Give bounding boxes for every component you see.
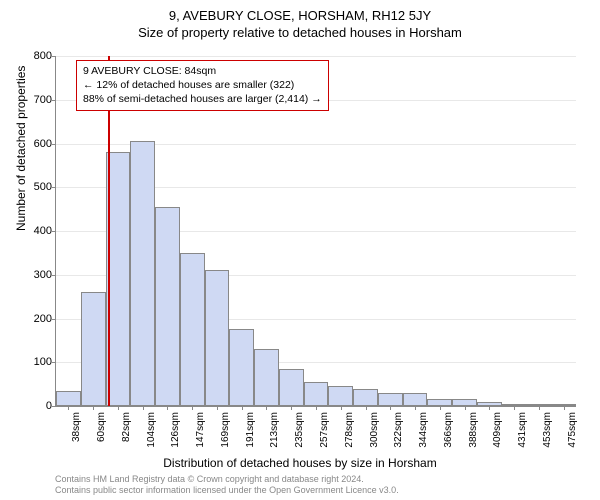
histogram-bar [254, 349, 279, 406]
info-box-line: 88% of semi-detached houses are larger (… [83, 92, 322, 106]
histogram-bar [205, 270, 230, 406]
xtick-mark [143, 406, 144, 410]
ytick-mark [52, 56, 56, 57]
xtick-label: 82sqm [121, 412, 132, 442]
xtick-mark [68, 406, 69, 410]
xtick-label: 104sqm [146, 412, 157, 448]
footer-line: Contains public sector information licen… [55, 485, 399, 496]
histogram-bar [81, 292, 106, 406]
histogram-bar [130, 141, 155, 406]
chart-subtitle: Size of property relative to detached ho… [0, 23, 600, 40]
xtick-mark [242, 406, 243, 410]
xtick-mark [514, 406, 515, 410]
xtick-label: 38sqm [71, 412, 82, 442]
ytick-mark [52, 187, 56, 188]
ytick-label: 0 [26, 400, 52, 412]
xtick-mark [440, 406, 441, 410]
xtick-label: 344sqm [418, 412, 429, 448]
xtick-label: 126sqm [170, 412, 181, 448]
ytick-label: 500 [26, 181, 52, 193]
ytick-mark [52, 406, 56, 407]
chart-title: 9, AVEBURY CLOSE, HORSHAM, RH12 5JY [0, 0, 600, 23]
histogram-bar [229, 329, 254, 406]
ytick-label: 200 [26, 313, 52, 325]
xtick-label: 191sqm [245, 412, 256, 448]
xtick-mark [465, 406, 466, 410]
info-box-line: 9 AVEBURY CLOSE: 84sqm [83, 64, 322, 78]
histogram-bar [279, 369, 304, 406]
ytick-mark [52, 100, 56, 101]
info-box-line: ← 12% of detached houses are smaller (32… [83, 78, 322, 92]
xtick-mark [291, 406, 292, 410]
x-axis-label: Distribution of detached houses by size … [0, 456, 600, 470]
xtick-label: 322sqm [393, 412, 404, 448]
histogram-bar [353, 389, 378, 407]
xtick-mark [192, 406, 193, 410]
xtick-mark [217, 406, 218, 410]
xtick-label: 257sqm [319, 412, 330, 448]
ytick-label: 100 [26, 356, 52, 368]
xtick-mark [415, 406, 416, 410]
xtick-mark [266, 406, 267, 410]
xtick-label: 453sqm [542, 412, 553, 448]
ytick-mark [52, 362, 56, 363]
gridline [56, 56, 576, 57]
footer-line: Contains HM Land Registry data © Crown c… [55, 474, 399, 485]
footer-attribution: Contains HM Land Registry data © Crown c… [55, 474, 399, 496]
xtick-label: 300sqm [369, 412, 380, 448]
xtick-mark [539, 406, 540, 410]
histogram-bar [328, 386, 353, 406]
xtick-label: 147sqm [195, 412, 206, 448]
histogram-bar [180, 253, 205, 406]
xtick-label: 475sqm [567, 412, 578, 448]
xtick-mark [489, 406, 490, 410]
xtick-mark [366, 406, 367, 410]
plot-area: 010020030040050060070080038sqm60sqm82sqm… [55, 56, 576, 407]
ytick-label: 400 [26, 225, 52, 237]
xtick-mark [341, 406, 342, 410]
chart-container: 9, AVEBURY CLOSE, HORSHAM, RH12 5JY Size… [0, 0, 600, 500]
ytick-label: 300 [26, 269, 52, 281]
ytick-label: 600 [26, 138, 52, 150]
ytick-mark [52, 319, 56, 320]
xtick-mark [316, 406, 317, 410]
ytick-mark [52, 144, 56, 145]
histogram-bar [56, 391, 81, 406]
ytick-mark [52, 231, 56, 232]
histogram-bar [155, 207, 180, 406]
info-box: 9 AVEBURY CLOSE: 84sqm← 12% of detached … [76, 60, 329, 111]
xtick-label: 431sqm [517, 412, 528, 448]
xtick-label: 278sqm [344, 412, 355, 448]
histogram-bar [378, 393, 403, 406]
xtick-label: 235sqm [294, 412, 305, 448]
histogram-bar [304, 382, 329, 406]
xtick-mark [118, 406, 119, 410]
ytick-label: 800 [26, 50, 52, 62]
ytick-label: 700 [26, 94, 52, 106]
xtick-mark [167, 406, 168, 410]
xtick-label: 169sqm [220, 412, 231, 448]
xtick-label: 60sqm [96, 412, 107, 442]
xtick-mark [390, 406, 391, 410]
ytick-mark [52, 275, 56, 276]
xtick-mark [93, 406, 94, 410]
xtick-label: 409sqm [492, 412, 503, 448]
xtick-label: 366sqm [443, 412, 454, 448]
xtick-label: 213sqm [269, 412, 280, 448]
xtick-mark [564, 406, 565, 410]
xtick-label: 388sqm [468, 412, 479, 448]
histogram-bar [403, 393, 428, 406]
